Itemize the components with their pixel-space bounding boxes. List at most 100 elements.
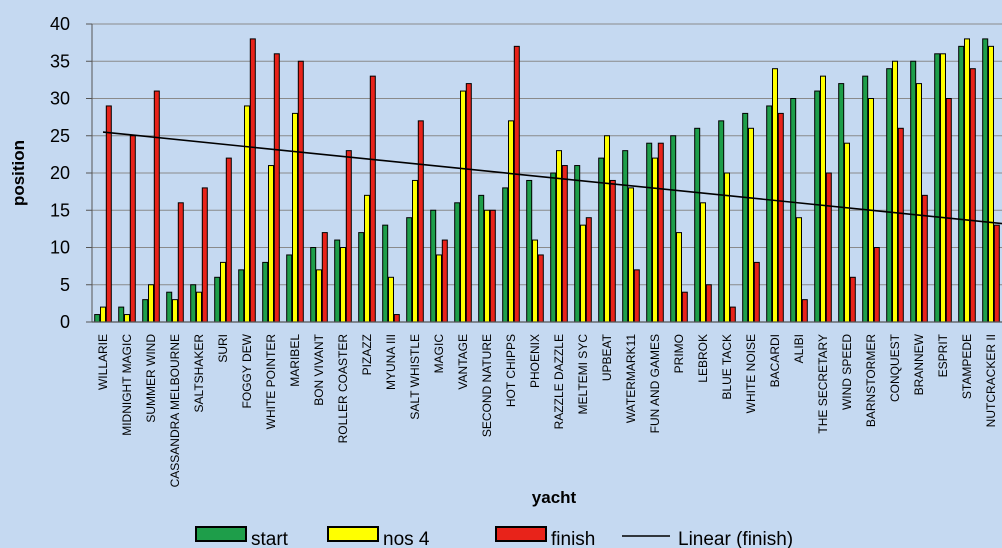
bar-finish-23 bbox=[657, 142, 664, 323]
bar-start-32 bbox=[862, 75, 869, 323]
x-axis-title: yacht bbox=[532, 488, 577, 507]
bar-nos-4-8 bbox=[292, 112, 298, 323]
bar-finish-7 bbox=[273, 53, 280, 323]
bar-finish-21 bbox=[609, 179, 616, 323]
x-tick-label: BARNSTORMER bbox=[864, 334, 878, 427]
bar-start-4 bbox=[190, 284, 197, 323]
bar-finish-4 bbox=[201, 187, 208, 323]
x-tick-label: BACARDI bbox=[768, 334, 782, 387]
x-tick-label: ROLLER COASTER bbox=[336, 334, 350, 444]
bar-start-29 bbox=[790, 98, 797, 323]
bar-start-1 bbox=[118, 306, 125, 323]
bar-nos-4-29 bbox=[796, 217, 802, 323]
bar-nos-4-14 bbox=[436, 254, 442, 323]
bar-start-18 bbox=[526, 179, 533, 323]
y-tick-label: 5 bbox=[60, 275, 70, 295]
x-tick-label: NUTCRACKER II bbox=[984, 334, 998, 427]
y-axis-title: position bbox=[9, 140, 28, 206]
bar-finish-36 bbox=[969, 68, 976, 323]
y-tick-label: 35 bbox=[50, 51, 70, 71]
legend-swatch-start bbox=[195, 526, 247, 542]
bar-start-6 bbox=[238, 269, 245, 323]
bar-nos-4-10 bbox=[340, 247, 346, 323]
bar-finish-37 bbox=[993, 224, 1000, 323]
bar-start-31 bbox=[838, 83, 845, 323]
bar-start-0 bbox=[94, 314, 101, 323]
bar-finish-32 bbox=[873, 247, 880, 323]
x-tick-label: BON VIVANT bbox=[312, 333, 326, 405]
y-tick-label: 40 bbox=[50, 14, 70, 34]
bar-nos-4-18 bbox=[532, 239, 538, 323]
bar-nos-4-30 bbox=[820, 75, 826, 323]
bar-start-2 bbox=[142, 299, 149, 323]
x-tick-label: ESPRIT bbox=[936, 333, 950, 377]
x-tick-label: UPBEAT bbox=[600, 333, 614, 381]
bar-finish-17 bbox=[513, 45, 520, 323]
bar-start-35 bbox=[934, 53, 941, 323]
x-tick-label: HOT CHIPPS bbox=[504, 334, 518, 407]
x-tick-label: WATERMARK11 bbox=[624, 334, 638, 423]
bar-finish-25 bbox=[705, 284, 712, 323]
bar-start-12 bbox=[382, 224, 389, 323]
bar-finish-8 bbox=[297, 60, 304, 323]
y-tick-label: 20 bbox=[50, 163, 70, 183]
legend-swatch-finish bbox=[495, 526, 547, 542]
x-tick-label: FUN AND GAMES bbox=[648, 334, 662, 433]
bar-start-3 bbox=[166, 291, 173, 323]
bar-start-33 bbox=[886, 68, 893, 323]
bar-start-24 bbox=[670, 135, 677, 323]
bar-finish-35 bbox=[945, 98, 952, 323]
bar-nos-4-9 bbox=[316, 269, 322, 323]
y-tick-label: 10 bbox=[50, 238, 70, 258]
bar-nos-4-5 bbox=[220, 261, 226, 323]
y-tick-label: 15 bbox=[50, 200, 70, 220]
bar-finish-0 bbox=[105, 105, 112, 323]
bar-nos-4-11 bbox=[364, 194, 370, 323]
bar-nos-4-12 bbox=[388, 276, 394, 323]
x-tick-label: FOGGY DEW bbox=[240, 333, 254, 408]
x-tick-label: ALIBI bbox=[792, 334, 806, 363]
bar-nos-4-13 bbox=[412, 179, 418, 323]
bar-start-22 bbox=[622, 150, 629, 323]
bar-nos-4-25 bbox=[700, 202, 706, 323]
x-tick-label: LEBROK bbox=[696, 334, 710, 383]
bar-start-13 bbox=[406, 217, 413, 323]
bar-nos-4-15 bbox=[460, 90, 466, 323]
bar-finish-1 bbox=[129, 135, 136, 323]
bar-start-7 bbox=[262, 261, 269, 323]
bar-nos-4-27 bbox=[748, 127, 754, 323]
bar-start-36 bbox=[958, 45, 965, 323]
bar-finish-34 bbox=[921, 194, 928, 323]
x-tick-label: SURI bbox=[216, 334, 230, 363]
bar-finish-24 bbox=[681, 291, 688, 323]
bar-nos-4-16 bbox=[484, 209, 490, 323]
bar-finish-11 bbox=[369, 75, 376, 323]
bar-finish-12 bbox=[393, 314, 400, 323]
x-tick-label: VANTAGE bbox=[456, 334, 470, 390]
bar-start-37 bbox=[982, 38, 989, 323]
x-tick-label: SALT WHISTLE bbox=[408, 334, 422, 420]
x-tick-label: BRANNEW bbox=[912, 333, 926, 395]
bar-nos-4-22 bbox=[628, 187, 634, 323]
axes: 0 5 10 15 20 25 30 35 40 WILLARIE MIDNIGHT MAGIC SU… bbox=[50, 14, 1002, 487]
bar-start-15 bbox=[454, 202, 461, 323]
trendline-finish bbox=[102, 131, 1002, 225]
bar-nos-4-35 bbox=[940, 53, 946, 323]
bar-nos-4-23 bbox=[652, 157, 658, 323]
legend-label: finish bbox=[551, 529, 595, 548]
x-tick-label: MYUNA III bbox=[384, 334, 398, 390]
bar-nos-4-34 bbox=[916, 83, 922, 323]
bar-start-25 bbox=[694, 127, 701, 323]
bar-finish-27 bbox=[753, 261, 760, 323]
bar-finish-15 bbox=[465, 83, 472, 323]
x-tick-label: PRIMO bbox=[672, 334, 686, 373]
bar-finish-5 bbox=[225, 157, 232, 323]
bar-nos-4-0 bbox=[100, 306, 106, 323]
bar-nos-4-17 bbox=[508, 120, 514, 323]
bar-start-34 bbox=[910, 60, 917, 323]
bar-nos-4-3 bbox=[172, 299, 178, 323]
bar-start-5 bbox=[214, 276, 221, 323]
bar-finish-30 bbox=[825, 172, 832, 323]
bar-nos-4-7 bbox=[268, 165, 274, 323]
